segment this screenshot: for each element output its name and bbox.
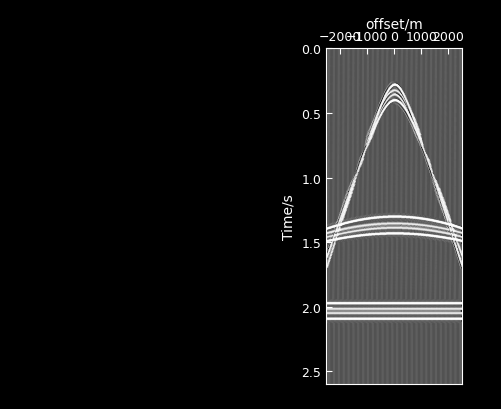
Y-axis label: Time/s: Time/s <box>282 194 295 240</box>
X-axis label: offset/m: offset/m <box>364 18 422 31</box>
